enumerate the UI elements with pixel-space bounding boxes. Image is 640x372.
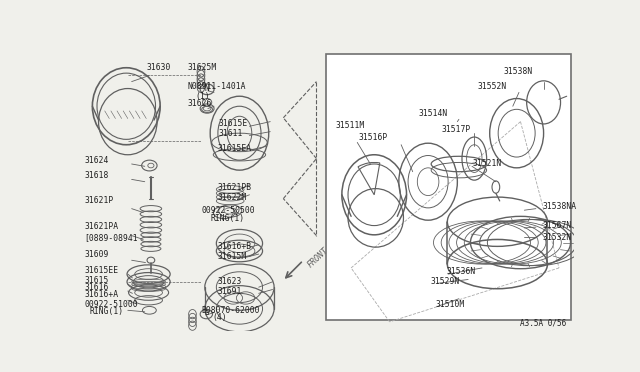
Wedge shape: [358, 163, 380, 195]
Text: B: B: [204, 310, 209, 316]
Text: 31625M: 31625M: [188, 63, 217, 72]
Text: 31521N: 31521N: [473, 160, 502, 169]
Text: 31621PB: 31621PB: [217, 183, 252, 192]
Text: 31623: 31623: [217, 277, 241, 286]
Text: FRONT: FRONT: [306, 246, 330, 270]
Text: (1): (1): [196, 93, 210, 102]
Text: 31618: 31618: [84, 171, 109, 180]
Text: (4): (4): [212, 314, 227, 323]
Text: 31615E: 31615E: [219, 119, 248, 128]
Text: 00922-51000: 00922-51000: [84, 301, 138, 310]
Text: 31615EE: 31615EE: [84, 266, 119, 275]
Text: N: N: [205, 84, 209, 93]
Text: 31511M: 31511M: [336, 121, 365, 130]
Text: RING(1): RING(1): [90, 307, 124, 316]
Text: 31621P: 31621P: [84, 196, 114, 205]
Text: 31622M: 31622M: [217, 193, 246, 202]
Text: 31514N: 31514N: [419, 109, 448, 118]
Text: A3.5A 0/56: A3.5A 0/56: [520, 319, 566, 328]
Text: 31516P: 31516P: [359, 132, 388, 141]
Text: 31616+A: 31616+A: [84, 291, 119, 299]
Text: 31611: 31611: [219, 129, 243, 138]
Text: 31609: 31609: [84, 250, 109, 259]
Text: 31621PA: 31621PA: [84, 222, 119, 231]
Text: N08911-1401A: N08911-1401A: [188, 83, 246, 92]
Text: 31616: 31616: [84, 283, 109, 292]
Text: 31552N: 31552N: [477, 83, 507, 92]
Text: RING(1): RING(1): [211, 214, 245, 223]
Text: 31510M: 31510M: [436, 301, 465, 310]
Text: 31615EA: 31615EA: [217, 144, 252, 153]
Text: 31616+B: 31616+B: [217, 242, 252, 251]
Text: 31532N: 31532N: [542, 232, 572, 242]
Text: 31517P: 31517P: [442, 125, 471, 134]
Text: 31615M: 31615M: [217, 252, 246, 261]
Text: 00922-50500: 00922-50500: [202, 206, 255, 215]
Text: 31538NA: 31538NA: [542, 202, 576, 211]
Text: B08070-62000: B08070-62000: [202, 306, 260, 315]
Bar: [326, 54, 570, 320]
Text: 31624: 31624: [84, 155, 109, 165]
Text: 31630: 31630: [147, 63, 171, 72]
Wedge shape: [543, 97, 561, 108]
Text: 31626: 31626: [188, 99, 212, 108]
Text: 31538N: 31538N: [504, 67, 533, 76]
Text: [0889-08941: [0889-08941: [84, 232, 138, 242]
Text: 31529N: 31529N: [431, 277, 460, 286]
Text: 31536N: 31536N: [447, 267, 476, 276]
Text: 31615: 31615: [84, 276, 109, 285]
Text: 31691: 31691: [217, 286, 241, 295]
Text: 31567N: 31567N: [542, 221, 572, 230]
